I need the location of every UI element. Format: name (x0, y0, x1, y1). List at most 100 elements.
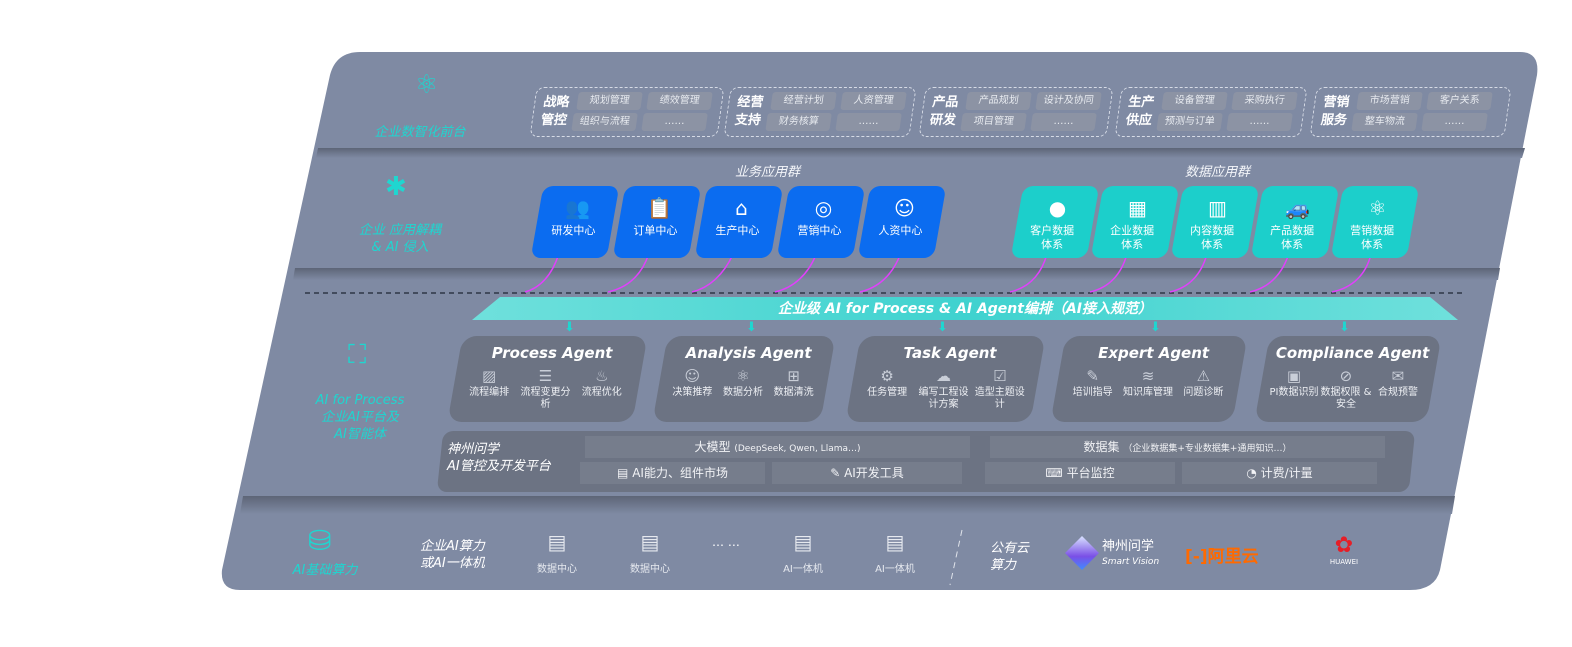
data-app-tile[interactable]: ▦ 企业数据体系 (1090, 186, 1180, 258)
agent-capability[interactable]: ✎ 培训指导 (1065, 367, 1120, 399)
data-app-tile[interactable]: ▥ 内容数据体系 (1170, 186, 1260, 258)
group-item[interactable]: 产品规划 (965, 92, 1032, 110)
tile-label: 营销数据体系 (1350, 224, 1395, 251)
ai-label-1: AI for Process (315, 393, 405, 408)
business-app-tile[interactable]: 👥 研发中心 (530, 186, 620, 258)
books-icon: ▥ (1208, 196, 1227, 220)
capability-icon: ✎ (1086, 367, 1099, 385)
agent-capability[interactable]: ▨ 流程编排 (461, 367, 517, 411)
smart-vision-en: Smart Vision (1102, 557, 1160, 567)
business-app-tile[interactable]: ◎ 营销中心 (776, 186, 866, 258)
model-bar[interactable]: 大模型 (DeepSeek, Qwen, Llama…) (585, 436, 970, 458)
agent-capability[interactable]: ≋ 知识库管理 (1121, 367, 1176, 399)
monitor-icon: ⌨ (1045, 466, 1067, 480)
agent-capability[interactable]: ⚙ 任务管理 (859, 367, 915, 411)
network-node-icon: ✱ (385, 172, 407, 202)
group-item[interactable]: …… (641, 113, 708, 131)
business-app-tile[interactable]: 📋 订单中心 (612, 186, 702, 258)
group-item[interactable]: …… (1226, 113, 1293, 131)
server-icon: ▤ (640, 530, 660, 554)
tile-label: 产品数据体系 (1270, 224, 1315, 251)
tile-label: 人资中心 (878, 224, 923, 237)
group-item[interactable]: 经营计划 (770, 92, 837, 110)
down-arrow-icon: ⬇ (1339, 320, 1350, 335)
capability-icon: ▣ (1286, 367, 1302, 385)
agent-capability[interactable]: ⚠ 问题诊断 (1176, 367, 1231, 399)
server-datacenter-2: ▤ 数据中心 (615, 530, 685, 575)
agent-title: Expert Agent (1098, 344, 1210, 362)
agent-capability[interactable]: ✉ 合规预警 (1372, 367, 1423, 411)
face-scan-icon: ⛶ (348, 340, 367, 370)
capability-icon: ⊞ (787, 367, 800, 385)
servers-ellipsis: … … (712, 535, 740, 549)
server-ai-appliance-1: ▤ AI一体机 (768, 530, 838, 575)
data-app-tile[interactable]: ● 客户数据体系 (1010, 186, 1100, 258)
agent-card[interactable]: Process Agent ▨ 流程编排 ☰ 流程变更分析 ♨ 流程优化 (447, 336, 648, 422)
group-item[interactable]: 规划管理 (576, 92, 643, 110)
apps-label-2: & AI 侵入 (371, 240, 429, 255)
orchestration-banner: 企业级 AI for Process & AI Agent编排（AI接入规范） (777, 301, 1153, 317)
brain-icon: ⚛ (415, 70, 439, 100)
server-ai-appliance-2: ▤ AI一体机 (860, 530, 930, 575)
model-note: (DeepSeek, Qwen, Llama…) (734, 444, 861, 454)
dataset-label: 数据集 (1083, 440, 1120, 454)
agent-capability[interactable]: ⊘ 数据权限 & 安全 (1320, 367, 1372, 410)
car-icon: 🚙 (1285, 196, 1310, 220)
gauge-icon: ◔ (1246, 466, 1261, 480)
group-item[interactable]: 客户关系 (1426, 92, 1493, 110)
agent-capability[interactable]: ⚛ 数据分析 (718, 367, 768, 399)
group-item[interactable]: 绩效管理 (646, 92, 713, 110)
group-item[interactable]: 预测与订单 (1156, 113, 1223, 131)
group-item[interactable]: 组织与流程 (571, 113, 638, 131)
group-item[interactable]: 采购执行 (1231, 92, 1298, 110)
dataset-note: （企业数据集+专业数据集+通用知识…） (1123, 444, 1292, 454)
business-apps-header: 业务应用群 (735, 165, 801, 180)
group-item[interactable]: 人资管理 (840, 92, 907, 110)
group-item[interactable]: 设计及协同 (1035, 92, 1102, 110)
business-app-tile[interactable]: ☺ 人资中心 (857, 186, 947, 258)
agent-capability[interactable]: ☁ 编写工程设计方案 (916, 367, 972, 411)
group-item[interactable]: 市场营销 (1356, 92, 1423, 110)
agent-capability[interactable]: ⊞ 数据清洗 (769, 367, 819, 399)
group-item[interactable]: 整车物流 (1351, 113, 1418, 131)
data-app-tile[interactable]: ⚛ 营销数据体系 (1330, 186, 1420, 258)
down-arrow-icon: ⬇ (1150, 320, 1161, 335)
atom-icon: ⚛ (1368, 196, 1387, 220)
agent-card[interactable]: Analysis Agent ☺ 决策推荐 ⚛ 数据分析 ⊞ 数据清洗 (652, 336, 836, 422)
smart-vision-logo (1065, 536, 1099, 570)
front-group: 生产供应 设备管理 采购执行 预测与订单 …… (1114, 87, 1308, 137)
capability-icon: ☑ (993, 367, 1007, 385)
business-app-tile[interactable]: ⌂ 生产中心 (694, 186, 784, 258)
agent-capability[interactable]: ☺ 决策推荐 (667, 367, 717, 399)
server-icon: ▤ (885, 530, 905, 554)
devtools-button[interactable]: ✎ AI开发工具 (772, 462, 962, 484)
data-app-tile[interactable]: 🚙 产品数据体系 (1250, 186, 1340, 258)
group-item[interactable]: …… (835, 113, 902, 131)
devtools-label: AI开发工具 (844, 466, 904, 480)
public-cloud-1: 公有云 (990, 541, 1030, 556)
group-item[interactable]: …… (1030, 113, 1097, 131)
agent-card[interactable]: Task Agent ⚙ 任务管理 ☁ 编写工程设计方案 ☑ 造型主题设计 (845, 336, 1046, 422)
huawei-logo: ✿ HUAWEI (1329, 533, 1359, 567)
market-button[interactable]: ▤ AI能力、组件市场 (580, 462, 765, 484)
group-title: 营销服务 (1319, 95, 1351, 128)
tile-label: 内容数据体系 (1190, 224, 1235, 251)
agent-capability[interactable]: ☑ 造型主题设计 (972, 367, 1028, 411)
capability-icon: ☁ (935, 367, 951, 385)
dataset-bar[interactable]: 数据集 （企业数据集+专业数据集+通用知识…） (990, 436, 1385, 458)
group-item[interactable]: …… (1421, 113, 1488, 131)
agent-capability[interactable]: ♨ 流程优化 (574, 367, 630, 411)
agent-capability[interactable]: ☰ 流程变更分析 (518, 367, 574, 411)
group-item[interactable]: 财务核算 (765, 113, 832, 131)
platform-name-2: AI管控及开发平台 (447, 459, 551, 474)
group-item[interactable]: 项目管理 (960, 113, 1027, 131)
apps-label-1: 企业 应用解耦 (358, 223, 442, 238)
group-item[interactable]: 设备管理 (1161, 92, 1228, 110)
billing-button[interactable]: ◔ 计费/计量 (1182, 462, 1377, 484)
monitor-button[interactable]: ⌨ 平台监控 (985, 462, 1175, 484)
agent-card[interactable]: Compliance Agent ▣ PI数据识别 ⊘ 数据权限 & 安全 ✉ 合规预警 (1254, 336, 1442, 422)
agent-card[interactable]: Expert Agent ✎ 培训指导 ≋ 知识库管理 ⚠ 问题诊断 (1050, 336, 1248, 422)
agent-capability[interactable]: ▣ PI数据识别 (1269, 367, 1319, 398)
capability-icon: ☰ (538, 367, 553, 385)
building-icon: ▦ (1128, 196, 1147, 220)
